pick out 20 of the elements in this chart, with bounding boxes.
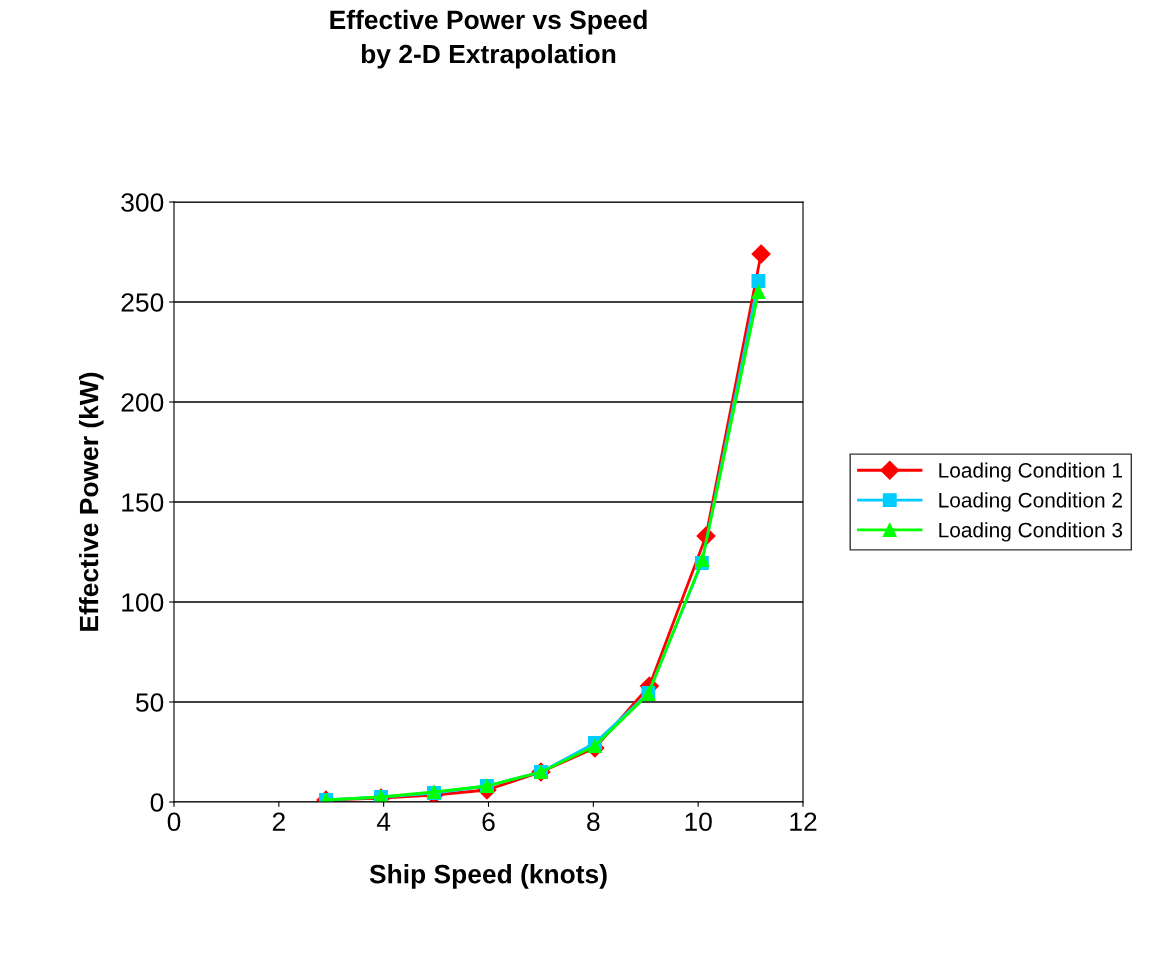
y-axis-title: Effective Power (kW) — [78, 372, 104, 631]
y-tick-label: 100 — [122, 593, 164, 612]
x-tick-label: 12 — [790, 812, 817, 831]
y-tick-label: 300 — [121, 193, 164, 212]
legend-label: Loading Condition 2 — [939, 492, 1122, 512]
y-tick-label: 250 — [121, 293, 164, 312]
x-tick-label: 6 — [482, 812, 495, 832]
legend-label: Loading Condition 3 — [939, 522, 1123, 542]
y-tick-label: 150 — [122, 493, 164, 512]
y-tick-label: 0 — [150, 793, 164, 812]
chart-title: Effective Power vs Speed by 2-D Extrapolation — [330, 9, 647, 69]
x-tick-label: 10 — [685, 812, 712, 832]
x-tick-label: 0 — [167, 812, 181, 832]
x-tick-label: 2 — [272, 812, 285, 831]
y-tick-label: 50 — [135, 693, 164, 712]
legend-label: Loading Condition 1 — [939, 462, 1122, 482]
x-axis-title: Ship Speed (knots) — [369, 864, 607, 889]
y-tick-label: 200 — [121, 393, 164, 412]
x-tick-label: 8 — [587, 812, 600, 832]
x-tick-label: 4 — [376, 812, 391, 831]
